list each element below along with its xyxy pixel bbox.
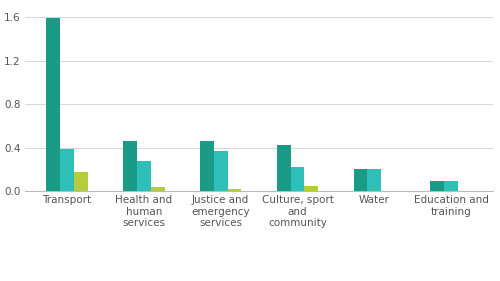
- Bar: [290, 167, 304, 191]
- Bar: [123, 141, 137, 191]
- Bar: [354, 169, 368, 191]
- Bar: [214, 151, 228, 191]
- Bar: [276, 146, 290, 191]
- Bar: [137, 161, 150, 191]
- Bar: [304, 186, 318, 191]
- Bar: [74, 171, 88, 191]
- Bar: [60, 149, 74, 191]
- Bar: [228, 189, 241, 191]
- Bar: [430, 181, 444, 191]
- Bar: [444, 181, 458, 191]
- Bar: [46, 18, 60, 191]
- Bar: [368, 169, 381, 191]
- Bar: [150, 187, 164, 191]
- Bar: [200, 141, 213, 191]
